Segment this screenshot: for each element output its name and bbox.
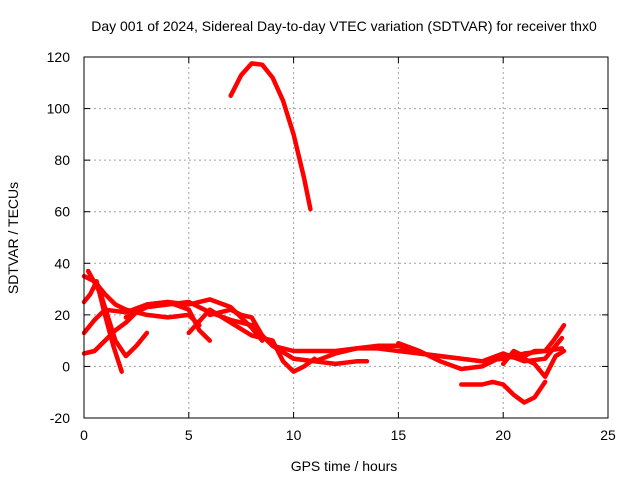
y-tick-label: 60 [54,204,70,220]
x-axis-label: GPS time / hours [291,458,398,474]
y-tick-label: 40 [54,255,70,271]
series-line-sat-m [500,322,567,367]
series-line-sat-g [123,299,370,367]
x-tick-label: 15 [391,427,407,443]
x-tick-label: 10 [286,427,302,443]
y-tick-label: 80 [54,152,70,168]
x-tick-label: 0 [80,427,88,443]
y-tick-label: 0 [62,358,70,374]
series-line-sat-k [396,340,567,379]
y-tick-label: -20 [50,410,70,426]
chart-title: Day 001 of 2024, Sidereal Day-to-day VTE… [91,18,597,34]
y-tick-label: 100 [47,101,71,117]
series-line-sat-a [228,61,313,212]
x-tick-label: 20 [495,427,511,443]
y-axis-label: SDTVAR / TECUs [5,182,21,294]
ticks: 0 5 10 15 20 25 -20 0 20 40 60 80 100 120 [47,49,616,443]
y-tick-label: 20 [54,307,70,323]
series-group [81,61,567,405]
x-tick-label: 25 [600,427,616,443]
x-tick-label: 5 [185,427,193,443]
grid [84,57,608,418]
plot-frame [83,56,609,419]
y-tick-label: 120 [47,49,71,65]
series-line-sat-f [85,268,150,359]
series-line-sat-l [459,379,548,405]
